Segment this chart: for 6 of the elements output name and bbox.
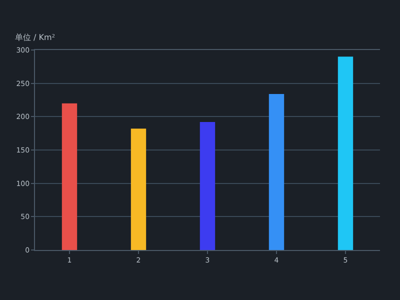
bar <box>338 56 354 250</box>
bar <box>200 122 216 250</box>
y-axis-title: 单位 / Km² <box>15 33 56 42</box>
bar <box>130 128 146 250</box>
bar <box>62 103 78 250</box>
bar <box>268 94 284 250</box>
